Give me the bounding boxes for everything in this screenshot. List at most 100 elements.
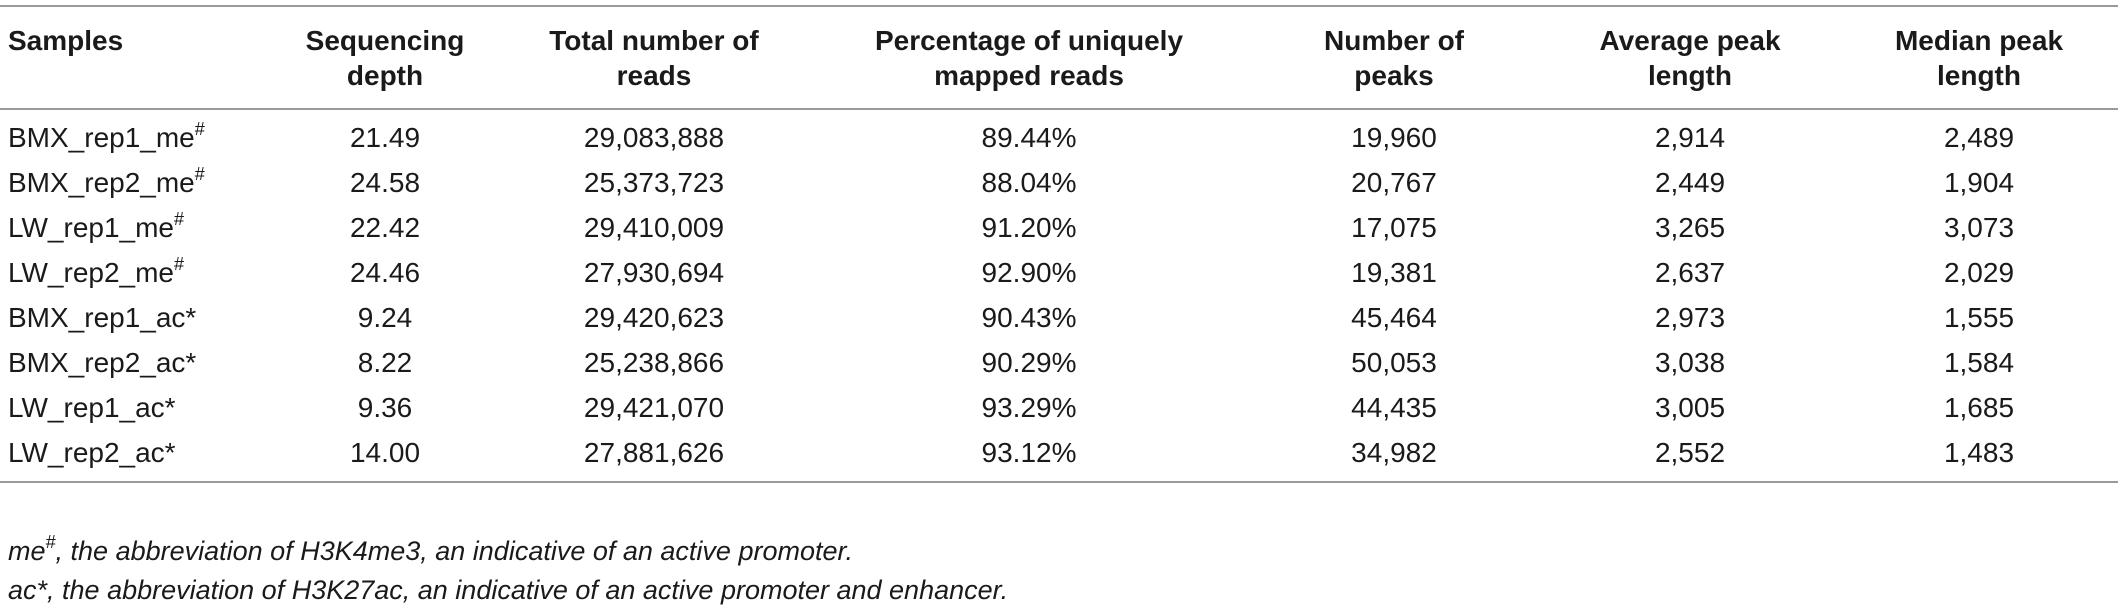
header-line2: length xyxy=(1937,60,2021,91)
cell-median-peak-length: 3,073 xyxy=(1943,212,2015,243)
table-row: BMX_rep1_ac* 9.24 29,420,623 90.43% 45,464 2,… xyxy=(0,295,2118,340)
cell-percentage-mapped: 90.43% xyxy=(981,302,1077,333)
sample-name: BMX_rep2_me xyxy=(8,167,195,198)
cell-sequencing-depth: 9.36 xyxy=(357,392,413,423)
header-average-peak-length: Average peak length xyxy=(1540,6,1840,109)
cell-percentage-mapped: 93.12% xyxy=(981,437,1077,468)
cell-sequencing-depth: 21.49 xyxy=(349,122,421,153)
header-line1: Median peak xyxy=(1894,25,2064,56)
cell-sequencing-depth: 22.42 xyxy=(349,212,421,243)
cell-number-of-peaks: 17,075 xyxy=(1351,212,1437,243)
cell-sequencing-depth: 9.24 xyxy=(357,302,413,333)
cell-percentage-mapped: 93.29% xyxy=(981,392,1077,423)
cell-median-peak-length: 1,555 xyxy=(1943,302,2015,333)
cell-sample: LW_rep1_me# xyxy=(0,205,272,250)
header-total-reads: Total number of reads xyxy=(498,6,810,109)
cell-total-reads: 25,238,866 xyxy=(583,347,725,378)
sample-mark: # xyxy=(194,118,205,139)
table-row: LW_rep2_ac* 14.00 27,881,626 93.12% 34,982 2,… xyxy=(0,430,2118,482)
cell-median-peak-length: 1,685 xyxy=(1943,392,2015,423)
table-row: BMX_rep1_me# 21.49 29,083,888 89.44% 19,960 2… xyxy=(0,109,2118,160)
cell-median-peak-length: 1,904 xyxy=(1943,167,2015,198)
header-samples-line1: Samples xyxy=(8,25,124,56)
footnote-me: me#, the abbreviation of H3K4me3, an ind… xyxy=(8,532,1008,571)
cell-sample: BMX_rep1_ac* xyxy=(0,295,272,340)
table-row: LW_rep1_me# 22.42 29,410,009 91.20% 17,075 3,… xyxy=(0,205,2118,250)
header-line1: Percentage of uniquely xyxy=(874,25,1184,56)
header-samples: Samples xyxy=(0,6,272,109)
cell-number-of-peaks: 19,960 xyxy=(1351,122,1437,153)
header-line2: reads xyxy=(616,60,692,91)
header-line2: mapped reads xyxy=(934,60,1124,91)
cell-average-peak-length: 3,005 xyxy=(1654,392,1726,423)
cell-sample: LW_rep1_ac* xyxy=(0,385,272,430)
cell-sample: LW_rep2_me# xyxy=(0,250,272,295)
cell-percentage-mapped: 89.44% xyxy=(981,122,1077,153)
sample-name: LW_rep2_ac* xyxy=(8,437,176,468)
sample-name: LW_rep1_me xyxy=(8,212,175,243)
cell-sample: BMX_rep2_ac* xyxy=(0,340,272,385)
cell-total-reads: 29,083,888 xyxy=(583,122,725,153)
footnote-term: ac* xyxy=(8,575,48,605)
cell-percentage-mapped: 90.29% xyxy=(981,347,1077,378)
sample-name: BMX_rep1_ac* xyxy=(8,302,197,333)
cell-median-peak-length: 1,483 xyxy=(1943,437,2015,468)
header-number-of-peaks: Number of peaks xyxy=(1248,6,1540,109)
header-line2: length xyxy=(1648,60,1732,91)
cell-average-peak-length: 3,038 xyxy=(1654,347,1726,378)
cell-total-reads: 27,881,626 xyxy=(583,437,725,468)
cell-number-of-peaks: 20,767 xyxy=(1351,167,1437,198)
cell-total-reads: 27,930,694 xyxy=(583,257,725,288)
data-table-container: Samples Sequencing depth Total number of… xyxy=(0,5,2118,483)
sample-name: LW_rep2_me xyxy=(8,257,175,288)
cell-average-peak-length: 2,973 xyxy=(1654,302,1726,333)
cell-percentage-mapped: 91.20% xyxy=(981,212,1077,243)
sample-mark: # xyxy=(174,253,185,274)
cell-average-peak-length: 2,914 xyxy=(1654,122,1726,153)
footnote-ac: ac*, the abbreviation of H3K27ac, an ind… xyxy=(8,571,1008,610)
cell-sample: BMX_rep1_me# xyxy=(0,109,272,160)
cell-percentage-mapped: 92.90% xyxy=(981,257,1077,288)
cell-number-of-peaks: 19,381 xyxy=(1351,257,1437,288)
sample-name: BMX_rep2_ac* xyxy=(8,347,197,378)
cell-sample: LW_rep2_ac* xyxy=(0,430,272,482)
cell-median-peak-length: 2,489 xyxy=(1943,122,2015,153)
footnote-term: me xyxy=(8,536,46,566)
cell-total-reads: 25,373,723 xyxy=(583,167,725,198)
header-line1: Number of xyxy=(1324,25,1464,56)
table-header-row: Samples Sequencing depth Total number of… xyxy=(0,6,2118,109)
cell-percentage-mapped: 88.04% xyxy=(981,167,1077,198)
header-line1: Sequencing xyxy=(305,25,465,56)
cell-sequencing-depth: 14.00 xyxy=(349,437,421,468)
cell-number-of-peaks: 44,435 xyxy=(1351,392,1437,423)
table-row: BMX_rep2_me# 24.58 25,373,723 88.04% 20,767 2… xyxy=(0,160,2118,205)
cell-number-of-peaks: 34,982 xyxy=(1351,437,1437,468)
table-body: BMX_rep1_me# 21.49 29,083,888 89.44% 19,960 2… xyxy=(0,109,2118,482)
cell-sequencing-depth: 24.46 xyxy=(349,257,421,288)
footnote-mark: # xyxy=(45,532,56,552)
cell-sequencing-depth: 8.22 xyxy=(357,347,413,378)
cell-total-reads: 29,420,623 xyxy=(583,302,725,333)
table-row: LW_rep1_ac* 9.36 29,421,070 93.29% 44,435 3,0… xyxy=(0,385,2118,430)
cell-average-peak-length: 2,552 xyxy=(1654,437,1726,468)
cell-sequencing-depth: 24.58 xyxy=(349,167,421,198)
cell-average-peak-length: 2,449 xyxy=(1654,167,1726,198)
cell-average-peak-length: 3,265 xyxy=(1654,212,1726,243)
samples-table: Samples Sequencing depth Total number of… xyxy=(0,5,2118,483)
cell-average-peak-length: 2,637 xyxy=(1654,257,1726,288)
header-sequencing-depth: Sequencing depth xyxy=(272,6,498,109)
table-footnotes: me#, the abbreviation of H3K4me3, an ind… xyxy=(8,532,1008,610)
sample-mark: # xyxy=(174,208,185,229)
header-median-peak-length: Median peak length xyxy=(1840,6,2118,109)
cell-total-reads: 29,410,009 xyxy=(583,212,725,243)
cell-total-reads: 29,421,070 xyxy=(583,392,725,423)
cell-sample: BMX_rep2_me# xyxy=(0,160,272,205)
footnote-text: , the abbreviation of H3K4me3, an indica… xyxy=(55,536,853,566)
cell-number-of-peaks: 50,053 xyxy=(1351,347,1437,378)
header-line2: depth xyxy=(346,60,424,91)
footnote-text: , the abbreviation of H3K27ac, an indica… xyxy=(47,575,1009,605)
header-percentage-mapped: Percentage of uniquely mapped reads xyxy=(810,6,1248,109)
table-row: BMX_rep2_ac* 8.22 25,238,866 90.29% 50,053 3,… xyxy=(0,340,2118,385)
header-line1: Total number of xyxy=(549,25,759,56)
cell-median-peak-length: 1,584 xyxy=(1943,347,2015,378)
